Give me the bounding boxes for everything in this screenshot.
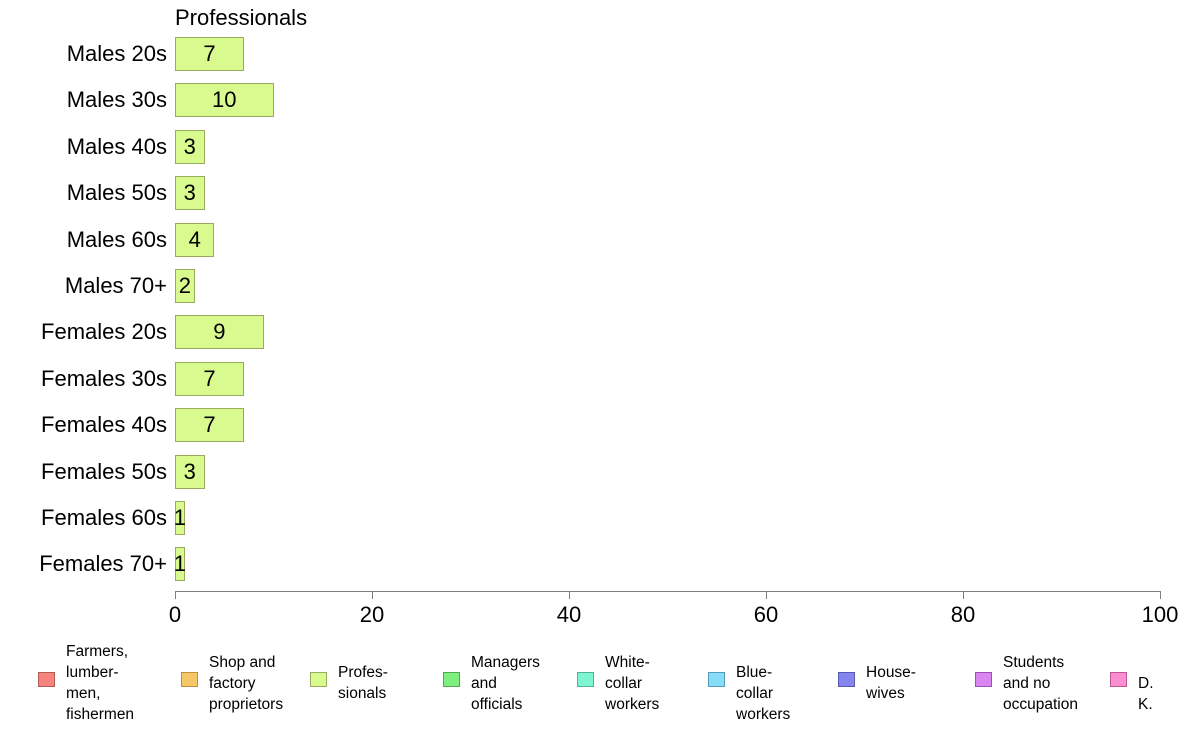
bar-value-label: 7 — [203, 41, 216, 66]
x-axis-tick — [766, 591, 767, 599]
category-label: Males 40s — [66, 133, 167, 159]
bar-value-label: 10 — [212, 87, 237, 113]
legend-label-professionals: Profes- sionals — [338, 664, 388, 702]
category-label: Females 50s — [41, 458, 167, 484]
legend-label-farmers: Farmers, lumber- men, fishermen — [66, 643, 135, 723]
legend-label-blue-collar: Blue-collar workers — [736, 664, 791, 723]
bar: 9 — [175, 315, 264, 350]
category-label: Males 50s — [66, 180, 167, 206]
x-axis-tick-label: 0 — [168, 602, 182, 627]
x-axis-tick — [1160, 591, 1161, 599]
bar: 2 — [175, 269, 195, 303]
category-label: Males 70+ — [64, 273, 167, 298]
category-label: Males 30s — [66, 87, 167, 113]
x-axis-tick — [963, 591, 964, 599]
farmers-legend-swatch — [38, 672, 55, 687]
x-axis-tick — [372, 591, 373, 599]
x-axis-tick-label: 80 — [950, 602, 976, 627]
professionals-legend-swatch — [310, 672, 327, 687]
bar: 1 — [173, 547, 187, 582]
chart-title: Professionals — [175, 5, 308, 30]
bar: 7 — [175, 37, 244, 71]
x-axis-tick-label: 100 — [1141, 602, 1179, 627]
bar-value-label: 2 — [178, 273, 191, 298]
x-axis-tick-label: 20 — [359, 602, 385, 627]
category-label: Females 70+ — [39, 551, 167, 577]
legend-label-shop: Shop and factory proprietors — [209, 653, 284, 713]
bar: 7 — [175, 408, 244, 443]
category-label: Females 40s — [41, 412, 167, 438]
x-axis-tick — [175, 591, 176, 599]
bar: 10 — [175, 83, 274, 118]
legend-label-housewives: House- wives — [866, 664, 916, 702]
x-axis-line — [175, 591, 1161, 592]
bar: 3 — [175, 129, 205, 164]
bar-value-label: 9 — [213, 319, 226, 345]
bar: 7 — [175, 361, 244, 396]
shop-legend-swatch — [181, 672, 198, 687]
bar-value-label: 1 — [173, 505, 187, 530]
legend-label-managers: Managers and officials — [471, 653, 540, 713]
category-label: Females 30s — [41, 365, 167, 391]
bar-value-label: 3 — [183, 458, 196, 484]
managers-legend-swatch — [443, 672, 460, 687]
category-label: Females 60s — [41, 505, 167, 530]
bar-value-label: 3 — [183, 133, 196, 159]
x-axis-tick-label: 40 — [556, 602, 582, 627]
bar: 3 — [175, 454, 205, 489]
x-axis-tick — [569, 591, 570, 599]
students-legend-swatch — [975, 672, 992, 687]
bar-value-label: 7 — [203, 412, 216, 438]
dk-legend-swatch — [1110, 672, 1127, 687]
category-label: Males 20s — [66, 41, 167, 66]
white-collar-legend-swatch — [577, 672, 594, 687]
category-label: Males 60s — [66, 226, 167, 252]
blue-collar-legend-swatch — [708, 672, 725, 687]
housewives-legend-swatch — [838, 672, 855, 687]
bar-value-label: 4 — [188, 226, 201, 252]
bar-value-label: 1 — [173, 551, 187, 577]
bar: 1 — [173, 501, 187, 535]
bar-value-label: 3 — [183, 180, 196, 206]
bar: 4 — [175, 222, 215, 257]
legend-label-white-collar: White- collar workers — [605, 653, 660, 713]
x-axis-tick-label: 60 — [753, 602, 779, 627]
category-label: Females 20s — [41, 319, 167, 345]
legend-label-dk: D. K. — [1138, 674, 1154, 713]
bar: 3 — [175, 176, 205, 211]
bar-value-label: 7 — [203, 365, 216, 391]
legend-label-students: Students and no occupation — [1003, 653, 1078, 713]
